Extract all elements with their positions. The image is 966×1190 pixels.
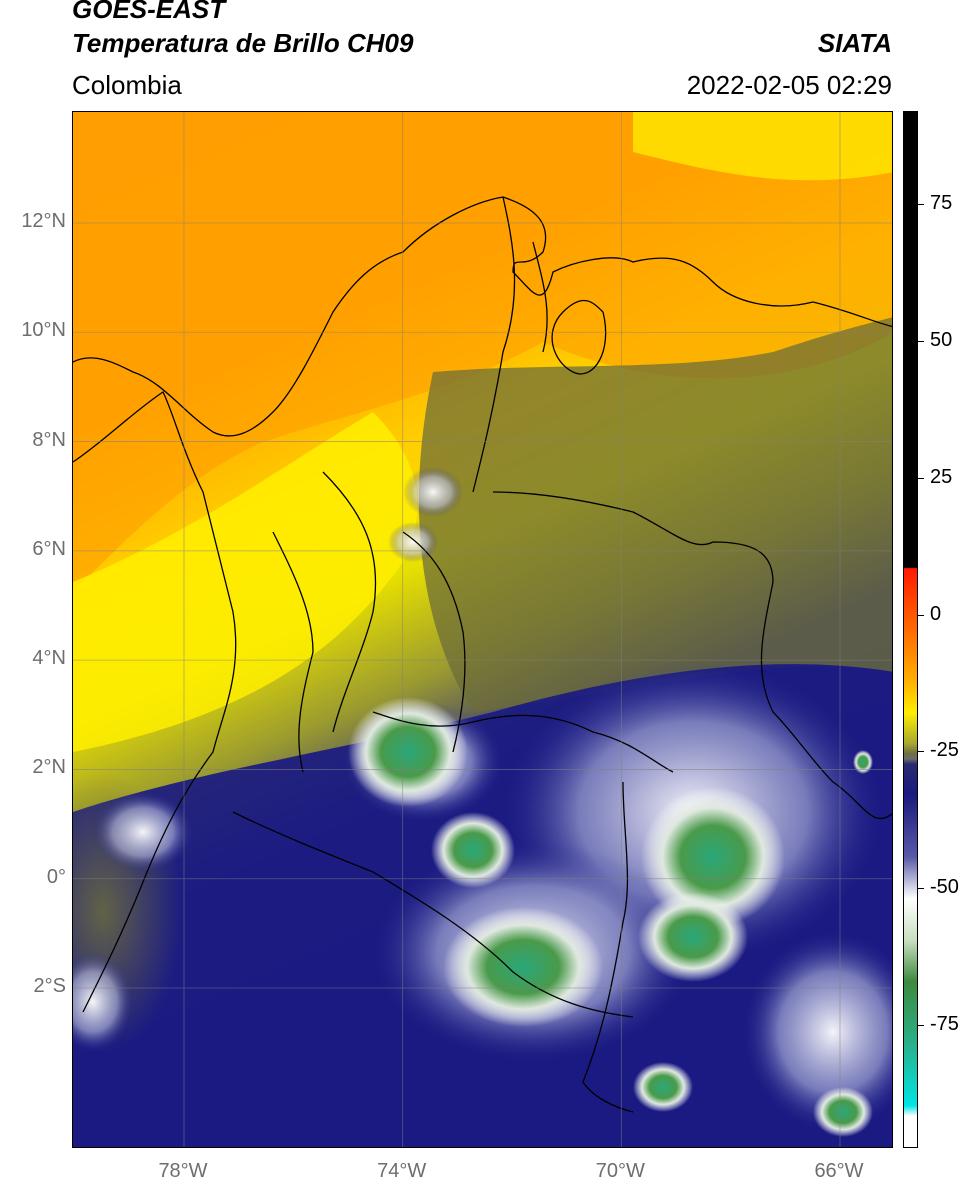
colorbar-tick-label: 0 bbox=[930, 602, 942, 625]
colorbar-tick-label: -75 bbox=[930, 1013, 959, 1035]
colorbar-tick bbox=[918, 1025, 924, 1026]
lat-tick-label: 2°N bbox=[32, 756, 66, 779]
lon-tick-label: 66°W bbox=[814, 1160, 864, 1182]
lat-tick-label: 10°N bbox=[21, 319, 66, 342]
colorbar-tick bbox=[918, 614, 924, 616]
colorbar-tick-label: -25 bbox=[930, 739, 959, 762]
colorbar-tick bbox=[918, 751, 924, 753]
datetime-label: 2022-02-05 02:29 bbox=[686, 70, 892, 100]
lat-tick-label: 4°N bbox=[32, 647, 66, 670]
satellite-map bbox=[72, 111, 893, 1148]
lat-tick-label: 12°N bbox=[21, 210, 66, 232]
lon-tick-label: 78°W bbox=[158, 1160, 208, 1182]
colorbar-tick bbox=[918, 888, 924, 890]
colorbar-tick-label: -50 bbox=[930, 876, 959, 899]
lat-tick-label: 6°N bbox=[32, 537, 66, 560]
colorbar-tick-label: 75 bbox=[930, 192, 953, 214]
lat-tick-label: 8°N bbox=[32, 428, 66, 451]
satellite-title: GOES-EAST bbox=[72, 0, 226, 24]
colorbar bbox=[903, 111, 918, 1148]
lat-tick-label: 0° bbox=[46, 865, 66, 888]
colorbar-tick bbox=[918, 204, 924, 205]
colorbar-tick bbox=[918, 477, 924, 479]
colorbar-tick-label: 25 bbox=[930, 465, 953, 488]
lat-tick-label: 2°S bbox=[33, 975, 66, 997]
lon-tick-label: 70°W bbox=[595, 1160, 645, 1182]
lon-tick-label: 74°W bbox=[377, 1160, 427, 1182]
region-label: Colombia bbox=[72, 70, 182, 100]
colorbar-tick bbox=[918, 340, 924, 342]
colorbar-tick-label: 50 bbox=[930, 328, 953, 351]
organization-label: SIATA bbox=[817, 28, 892, 58]
product-title: Temperatura de Brillo CH09 bbox=[72, 28, 414, 58]
